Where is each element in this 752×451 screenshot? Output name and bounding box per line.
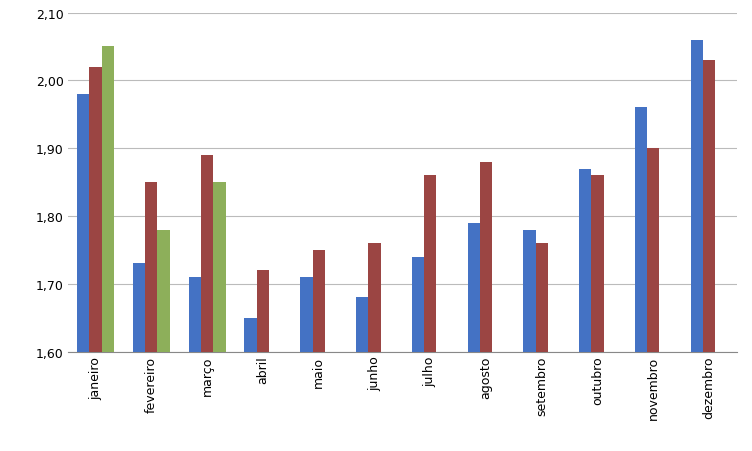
Bar: [591, 176, 604, 352]
Bar: [647, 149, 660, 352]
Bar: [300, 277, 313, 352]
Bar: [480, 162, 492, 352]
Bar: [523, 230, 535, 352]
Bar: [635, 108, 647, 352]
Bar: [145, 183, 157, 352]
Bar: [313, 250, 325, 352]
Bar: [102, 47, 114, 352]
Bar: [214, 183, 226, 352]
Bar: [201, 156, 214, 352]
Bar: [89, 68, 102, 352]
Bar: [133, 264, 145, 352]
Bar: [468, 223, 480, 352]
Bar: [244, 318, 256, 352]
Bar: [412, 257, 424, 352]
Bar: [703, 61, 715, 352]
Bar: [256, 271, 269, 352]
Bar: [157, 230, 170, 352]
Bar: [356, 298, 368, 352]
Bar: [424, 176, 436, 352]
Bar: [579, 169, 591, 352]
Bar: [368, 244, 381, 352]
Bar: [189, 277, 201, 352]
Bar: [690, 41, 703, 352]
Bar: [77, 95, 89, 352]
Bar: [535, 244, 548, 352]
